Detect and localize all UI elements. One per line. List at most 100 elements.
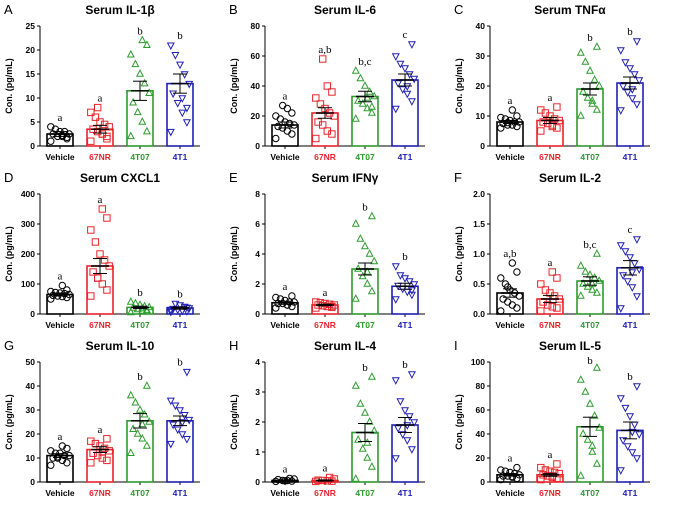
data-point	[370, 91, 379, 100]
data-point	[87, 137, 95, 145]
y-tick-label: 0	[30, 477, 35, 487]
data-point	[595, 81, 604, 89]
data-point	[497, 466, 505, 474]
y-tick-label: 20	[476, 81, 486, 91]
data-point	[619, 437, 628, 445]
y-tick-label: 2	[255, 417, 260, 427]
data-point	[166, 397, 175, 406]
data-point	[351, 474, 360, 482]
data-point	[405, 413, 414, 421]
significance-letter: a	[548, 92, 553, 104]
y-tick-label: 20	[251, 111, 261, 121]
panel-label: A	[4, 2, 13, 17]
significance-letter: a,b	[318, 44, 332, 56]
y-axis-label: Con. (pg/mL)	[229, 394, 239, 450]
data-point	[623, 89, 632, 97]
data-point	[138, 35, 147, 44]
data-point	[89, 449, 97, 457]
x-tick-label: 4T1	[623, 320, 638, 330]
x-tick-label: 4T07	[355, 488, 375, 498]
data-point	[166, 128, 175, 137]
data-point	[508, 301, 516, 309]
data-point	[628, 449, 637, 457]
data-point	[497, 307, 505, 315]
data-point	[182, 368, 191, 377]
significance-letter: b	[177, 30, 183, 42]
significance-letter: b	[627, 26, 633, 38]
data-point	[553, 103, 561, 111]
y-axis-label: Con. (pg/mL)	[4, 394, 14, 450]
data-point	[508, 259, 516, 267]
significance-letter: b	[177, 357, 183, 369]
data-point	[94, 274, 102, 282]
data-point	[91, 113, 100, 121]
data-point	[537, 127, 545, 135]
data-point	[58, 281, 66, 290]
data-point	[635, 431, 644, 439]
panel-label: D	[4, 170, 13, 185]
data-point	[166, 308, 175, 317]
y-tick-label: 50	[26, 357, 36, 367]
significance-letter: a	[508, 95, 513, 107]
data-point	[553, 460, 561, 468]
data-point	[103, 286, 111, 294]
data-point	[616, 107, 625, 115]
data-point	[103, 456, 111, 465]
data-point	[135, 405, 145, 413]
data-point	[126, 131, 135, 140]
y-axis-label: Con. (pg/mL)	[4, 226, 14, 282]
data-point	[407, 291, 416, 300]
data-point	[312, 298, 320, 306]
data-point	[621, 59, 630, 67]
panel-F: F Serum IL-2 Con. (pg/mL) 0.0 0.5 1.0 1.5 2.0 Ve…	[454, 170, 650, 330]
data-point	[616, 305, 625, 313]
data-point	[628, 269, 637, 277]
data-point	[142, 126, 151, 135]
data-point	[576, 48, 585, 56]
data-point	[630, 260, 639, 268]
data-point	[328, 302, 336, 311]
significance-letter: a	[58, 431, 63, 443]
significance-letter: a	[283, 91, 288, 103]
data-point	[103, 435, 111, 443]
y-tick-label: 60	[476, 405, 486, 415]
x-tick-label: 67NR	[89, 152, 111, 162]
x-tick-label: Vehicle	[45, 152, 75, 162]
chart-title: Serum IL-10	[86, 339, 155, 353]
y-tick-label: 6	[255, 219, 260, 229]
data-point	[632, 383, 641, 391]
data-point	[548, 303, 556, 311]
y-tick-label: 1.0	[473, 249, 485, 259]
data-point	[391, 105, 400, 114]
data-point	[539, 118, 547, 126]
y-tick-label: 0	[480, 141, 485, 151]
y-tick-label: 80	[476, 381, 486, 391]
data-point	[323, 127, 331, 135]
x-tick-label: Vehicle	[495, 320, 525, 330]
data-point	[576, 291, 585, 299]
y-tick-label: 10	[26, 93, 36, 103]
data-point	[585, 66, 595, 74]
data-point	[288, 292, 296, 300]
data-point	[616, 242, 625, 250]
data-point	[323, 82, 331, 90]
data-point	[47, 447, 55, 455]
data-point	[185, 80, 194, 89]
panel-label: B	[229, 2, 238, 17]
data-point	[410, 419, 419, 427]
data-point	[142, 40, 151, 48]
significance-letter: b	[627, 371, 633, 383]
data-point	[351, 381, 360, 389]
y-tick-label: 10	[476, 111, 486, 121]
data-point	[365, 417, 374, 425]
data-point	[391, 53, 400, 61]
data-point	[370, 256, 379, 265]
x-tick-label: Vehicle	[270, 152, 300, 162]
data-point	[410, 75, 419, 84]
y-tick-label: 15	[26, 69, 36, 79]
data-point	[140, 78, 149, 87]
data-point	[171, 300, 180, 309]
data-point	[367, 211, 376, 220]
x-tick-label: 4T1	[623, 152, 638, 162]
